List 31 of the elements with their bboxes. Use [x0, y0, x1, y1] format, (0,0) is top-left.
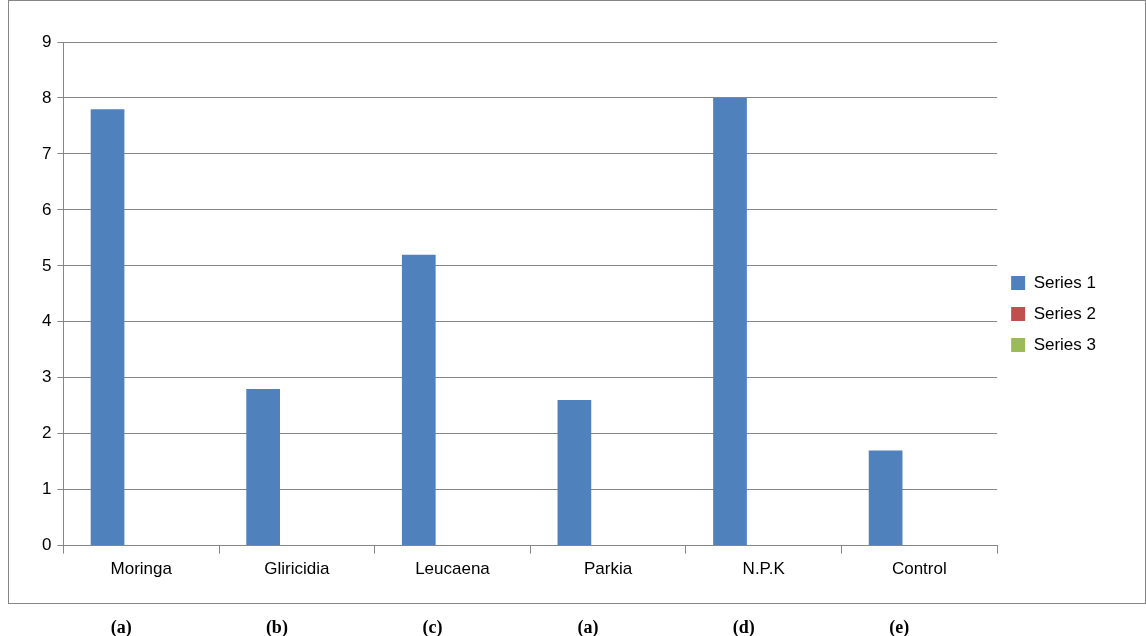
bar	[868, 450, 903, 546]
y-tick-label: 1	[41, 479, 52, 499]
text: (a)	[577, 616, 599, 636]
y-tick-label: 3	[41, 367, 52, 387]
bar	[246, 388, 281, 546]
legend-label: Series 2	[1033, 303, 1097, 323]
x-tick-label: Gliricidia	[264, 559, 330, 579]
bar	[90, 109, 125, 546]
text: (a)	[110, 616, 132, 636]
x-tick-label: Control	[891, 559, 947, 579]
text: (d)	[732, 616, 755, 636]
y-tick-label: 9	[41, 31, 52, 51]
y-tick-label: 5	[41, 255, 52, 275]
y-tick-label: 4	[41, 311, 52, 331]
x-tick-label: Parkia	[584, 559, 633, 579]
y-tick-label: 0	[41, 535, 52, 555]
legend-label: Series 3	[1033, 334, 1097, 354]
text: (b)	[265, 616, 288, 636]
y-tick-label: 7	[41, 143, 52, 163]
bar	[557, 400, 592, 546]
legend-label: Series 1	[1033, 272, 1097, 292]
bar	[713, 97, 747, 546]
y-tick-label: 6	[41, 199, 52, 219]
text: (c)	[422, 616, 443, 636]
y-tick-label: 8	[41, 87, 52, 107]
text: (e)	[889, 616, 910, 636]
bar	[401, 254, 436, 546]
x-tick-label: Moringa	[110, 559, 173, 579]
x-tick-label: N.P.K	[742, 559, 786, 579]
y-tick-label: 2	[41, 423, 52, 443]
x-tick-label: Leucaena	[415, 559, 491, 579]
